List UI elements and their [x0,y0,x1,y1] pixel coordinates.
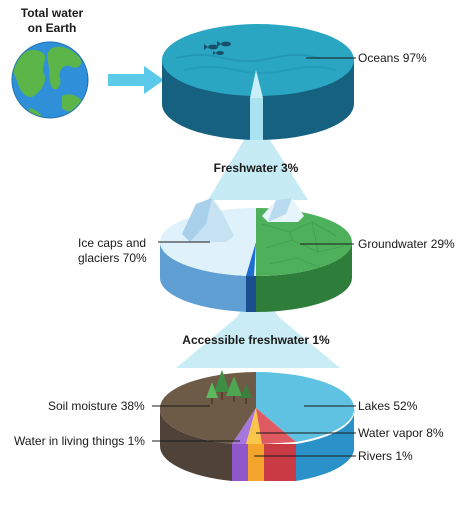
ice-caps-label: Ice caps and glaciers 70% [78,236,147,266]
oceans-label: Oceans 97% [358,51,427,65]
diagram-title: Total water on Earth [6,6,98,36]
fish-icon [204,41,231,55]
living-things-label: Water in living things 1% [14,434,145,448]
earth-globe-icon [11,41,89,119]
rivers-label: Rivers 1% [358,449,413,463]
accessible-freshwater-label: Accessible freshwater 1% [182,333,330,347]
arrow-right-icon [108,66,164,94]
freshwater-disc [160,198,352,312]
ice-caps-line-2: glaciers 70% [78,251,147,265]
title-line-1: Total water [20,6,84,20]
accessible-disc [159,370,355,481]
ice-caps-line-1: Ice caps and [78,236,147,250]
accessible-beam [176,290,340,368]
groundwater-label: Groundwater 29% [358,237,455,251]
tree-icon [206,370,252,404]
title-line-2: on Earth [27,21,77,35]
lakes-label: Lakes 52% [358,399,418,413]
water-vapor-label: Water vapor 8% [358,426,444,440]
oceans-disc [162,24,354,140]
freshwater-label: Freshwater 3% [214,161,299,175]
soil-moisture-label: Soil moisture 38% [48,399,145,413]
